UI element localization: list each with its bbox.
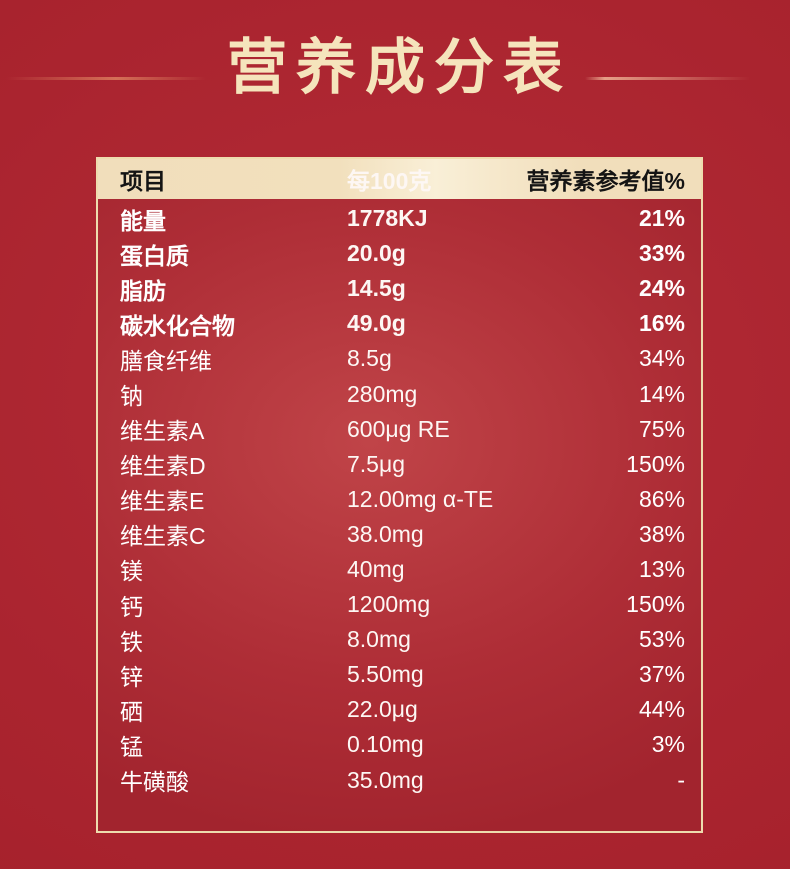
nutrient-amount: 8.0mg [347,626,411,653]
nutrient-name: 维生素A [120,418,205,445]
nutrient-name: 钠 [120,383,143,410]
table-body: 能量 1778KJ 21% 蛋白质 20.0g 33% 脂肪 14.5g 24%… [98,199,701,798]
nutrient-amount: 600μg RE [347,415,450,442]
table-row: 蛋白质 20.0g 33% [98,236,701,271]
nutrient-nrv: 24% [638,275,685,302]
table-row: 脂肪 14.5g 24% [98,271,701,306]
header-item-column: 项目 [120,168,166,194]
nutrient-amount: 38.0mg [347,520,424,547]
nutrient-name: 脂肪 [120,277,166,304]
nutrient-nrv: 86% [638,485,685,512]
nutrient-amount: 280mg [347,380,418,407]
nutrient-name: 锌 [120,663,143,690]
table-row: 维生素E 12.00mg α-TE 86% [98,482,701,517]
table-row: 硒 22.0μg 44% [98,692,701,727]
nutrient-name: 铁 [120,628,143,655]
nutrient-name: 牛磺酸 [120,769,189,796]
table-header: 项目 每100克 营养素参考值% [98,159,701,199]
nutrient-nrv: 150% [626,591,685,618]
header-per100g-column: 每100克 [347,168,432,194]
title-section: 营养成分表 [0,34,790,101]
title-accent-line-right [585,77,750,80]
nutrient-nrv: 21% [638,205,685,232]
nutrient-nrv: 3% [651,731,685,758]
table-row: 维生素A 600μg RE 75% [98,412,701,447]
nutrient-nrv: 53% [638,626,685,653]
nutrient-name: 蛋白质 [120,242,189,269]
nutrient-name: 碳水化合物 [120,312,235,339]
nutrient-nrv: 34% [638,345,685,372]
nutrient-name: 镁 [120,558,143,585]
nutrient-nrv: 13% [638,555,685,582]
table-row: 维生素C 38.0mg 38% [98,517,701,552]
nutrient-amount: 8.5g [347,345,392,372]
table-row: 钠 280mg 14% [98,376,701,411]
nutrient-nrv: 14% [638,380,685,407]
page-title: 营养成分表 [227,34,572,101]
nutrient-amount: 12.00mg α-TE [347,485,494,512]
table-row: 铁 8.0mg 53% [98,622,701,657]
table-row: 牛磺酸 35.0mg - [98,763,701,798]
nutrient-name: 钙 [120,593,143,620]
nutrition-table: 项目 每100克 营养素参考值% 能量 1778KJ 21% 蛋白质 20.0g… [96,157,703,833]
nutrient-name: 维生素D [120,453,206,480]
table-row: 钙 1200mg 150% [98,587,701,622]
nutrient-amount: 5.50mg [347,661,424,688]
header-nrv-column: 营养素参考值% [526,168,685,194]
nutrient-nrv: 16% [638,310,685,337]
nutrient-nrv: 75% [638,415,685,442]
table-row: 能量 1778KJ 21% [98,201,701,236]
nutrient-amount: 1778KJ [347,205,428,232]
nutrient-name: 维生素C [120,523,206,550]
nutrient-nrv: 150% [626,450,685,477]
nutrient-nrv: 33% [638,240,685,267]
nutrient-nrv: 38% [638,520,685,547]
nutrient-name: 膳食纤维 [120,347,212,374]
table-row: 锰 0.10mg 3% [98,727,701,762]
nutrient-amount: 1200mg [347,591,431,618]
table-row: 膳食纤维 8.5g 34% [98,341,701,376]
nutrient-amount: 7.5μg [347,450,406,477]
nutrient-nrv: 44% [638,696,685,723]
nutrient-amount: 49.0g [347,310,406,337]
nutrient-amount: 40mg [347,555,405,582]
nutrient-amount: 20.0g [347,240,406,267]
nutrient-amount: 22.0μg [347,696,418,723]
nutrient-amount: 14.5g [347,275,406,302]
nutrient-nrv: 37% [638,661,685,688]
nutrient-name: 锰 [120,733,143,760]
nutrient-name: 维生素E [120,488,205,515]
nutrient-amount: 35.0mg [347,766,424,793]
nutrient-name: 能量 [120,207,166,234]
table-row: 镁 40mg 13% [98,552,701,587]
title-accent-line-left [6,77,206,80]
nutrient-name: 硒 [120,698,143,725]
table-row: 碳水化合物 49.0g 16% [98,306,701,341]
nutrient-amount: 0.10mg [347,731,424,758]
table-row: 锌 5.50mg 37% [98,657,701,692]
nutrient-nrv: - [677,766,685,793]
table-row: 维生素D 7.5μg 150% [98,447,701,482]
